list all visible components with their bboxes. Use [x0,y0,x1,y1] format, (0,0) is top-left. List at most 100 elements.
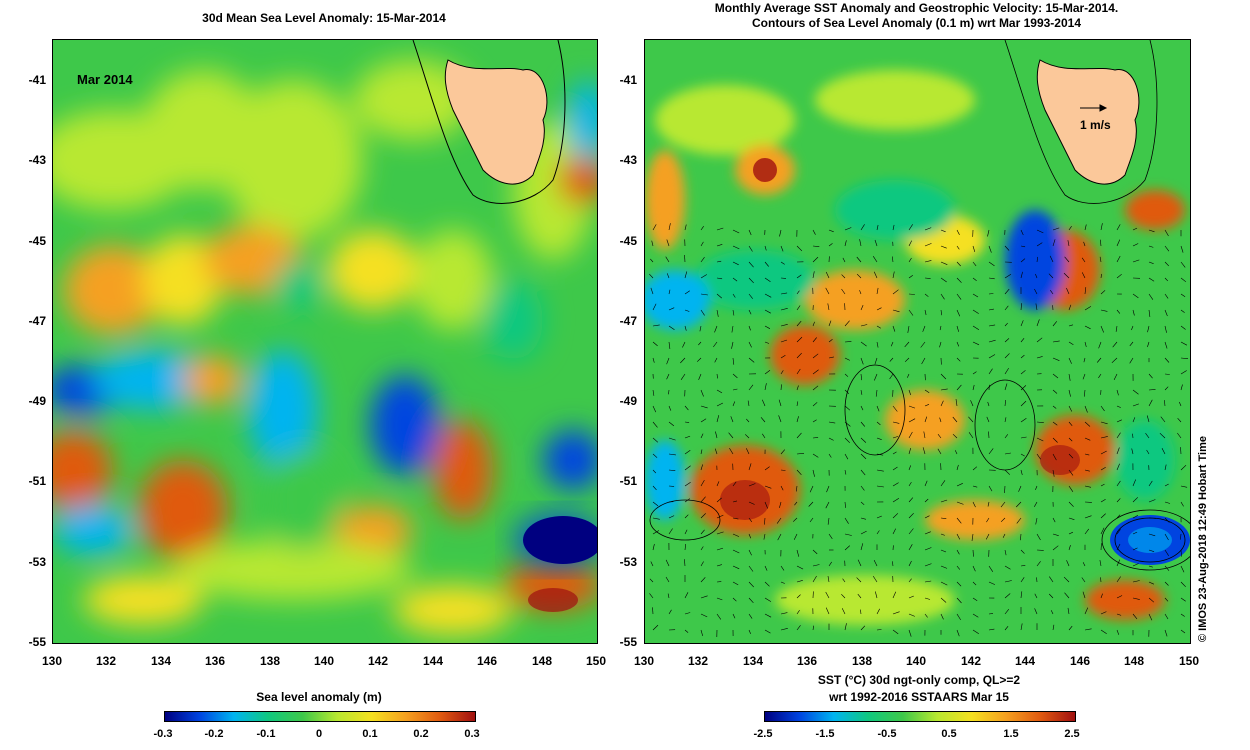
lat-tick: -55 [619,635,637,649]
velocity-vector [714,448,718,455]
velocity-vector [1116,529,1121,535]
velocity-vector [1177,432,1182,439]
velocity-vector [732,245,740,250]
velocity-vector [1068,485,1074,492]
velocity-vector [937,448,942,455]
velocity-vector [732,581,739,586]
velocity-vector [1164,400,1166,407]
velocity-vector [728,432,734,439]
velocity-vector [1100,527,1105,535]
velocity-vector [988,628,995,631]
velocity-vector [1036,229,1044,234]
velocity-vector [748,565,754,572]
velocity-vector [988,339,996,343]
velocity-vector [1036,577,1038,583]
velocity-vector [1164,229,1169,237]
lat-tick: -55 [28,635,46,649]
velocity-vector [762,433,766,439]
velocity-vector [1180,370,1187,375]
velocity-vector [956,245,960,250]
velocity-vector [780,354,786,359]
velocity-vector [1052,340,1060,343]
velocity-vector [1004,565,1011,570]
velocity-vector [876,307,882,311]
velocity-vector [796,290,800,295]
velocity-vector [748,597,754,604]
velocity-vector [700,257,705,263]
velocity-vector [1034,593,1038,599]
velocity-vector [1084,405,1088,413]
velocity-vector [904,357,910,363]
velocity-vector [844,533,852,536]
velocity-vector [684,514,689,519]
velocity-vector [665,559,670,567]
velocity-vector [876,405,880,412]
sst-colorbar [764,711,1076,722]
velocity-vector [956,309,961,317]
velocity-vector [956,325,959,332]
velocity-vector [988,448,994,455]
velocity-vector [908,431,913,439]
velocity-vector [1084,421,1091,427]
velocity-vector [1036,337,1043,343]
velocity-vector [940,400,944,407]
velocity-vector [1020,533,1022,541]
velocity-vector [859,239,862,247]
velocity-vector [1015,501,1022,508]
velocity-vector [1004,274,1012,279]
velocity-vector [972,325,980,331]
velocity-vector [731,325,734,333]
velocity-vector [1004,485,1006,494]
velocity-vector [1002,533,1006,538]
velocity-vector [1100,405,1105,412]
velocity-vector [1068,437,1073,442]
velocity-vector [892,436,899,439]
velocity-vector [1020,354,1025,359]
velocity-vector [1180,581,1186,588]
velocity-vector [939,417,942,423]
velocity-vector [666,373,670,380]
velocity-vector [652,357,655,363]
velocity-vector [1098,341,1102,349]
velocity-vector [796,305,801,311]
velocity-vector [908,418,916,423]
velocity-vector [1067,240,1070,247]
velocity-vector [684,405,689,411]
velocity-vector [780,485,784,491]
velocity-vector [956,629,960,637]
right-title-line1: Monthly Average SST Anomaly and Geostrop… [714,1,1119,15]
velocity-vector [1084,306,1092,311]
velocity-vector [1048,593,1054,599]
velocity-vector [892,482,899,487]
velocity-vector [1100,498,1106,503]
velocity-vector [1116,255,1121,263]
velocity-vector [876,224,879,231]
velocity-vector [698,373,702,381]
velocity-vector [667,593,670,599]
velocity-vector [1100,577,1102,583]
velocity-vector [876,325,881,329]
velocity-vector [972,371,977,375]
velocity-vector [668,389,670,395]
velocity-vector [940,388,948,391]
velocity-vector [920,341,926,348]
velocity-vector [1004,288,1010,295]
velocity-vector [1035,485,1038,491]
velocity-vector [1068,421,1073,426]
velocity-vector [729,447,734,455]
velocity-vector [872,575,878,583]
velocity-vector [716,277,723,280]
velocity-vector [956,613,961,621]
velocity-vector [971,533,974,541]
velocity-vector [1052,389,1058,394]
velocity-vector [1148,261,1154,264]
lon-tick: 136 [204,654,226,668]
velocity-vector [684,612,691,615]
velocity-vector [652,324,660,327]
velocity-vector [700,449,703,455]
velocity-vector [908,497,914,503]
velocity-vector [826,485,830,493]
velocity-vector [828,356,834,359]
velocity-vector [809,517,814,523]
lon-tick: 148 [531,654,553,668]
